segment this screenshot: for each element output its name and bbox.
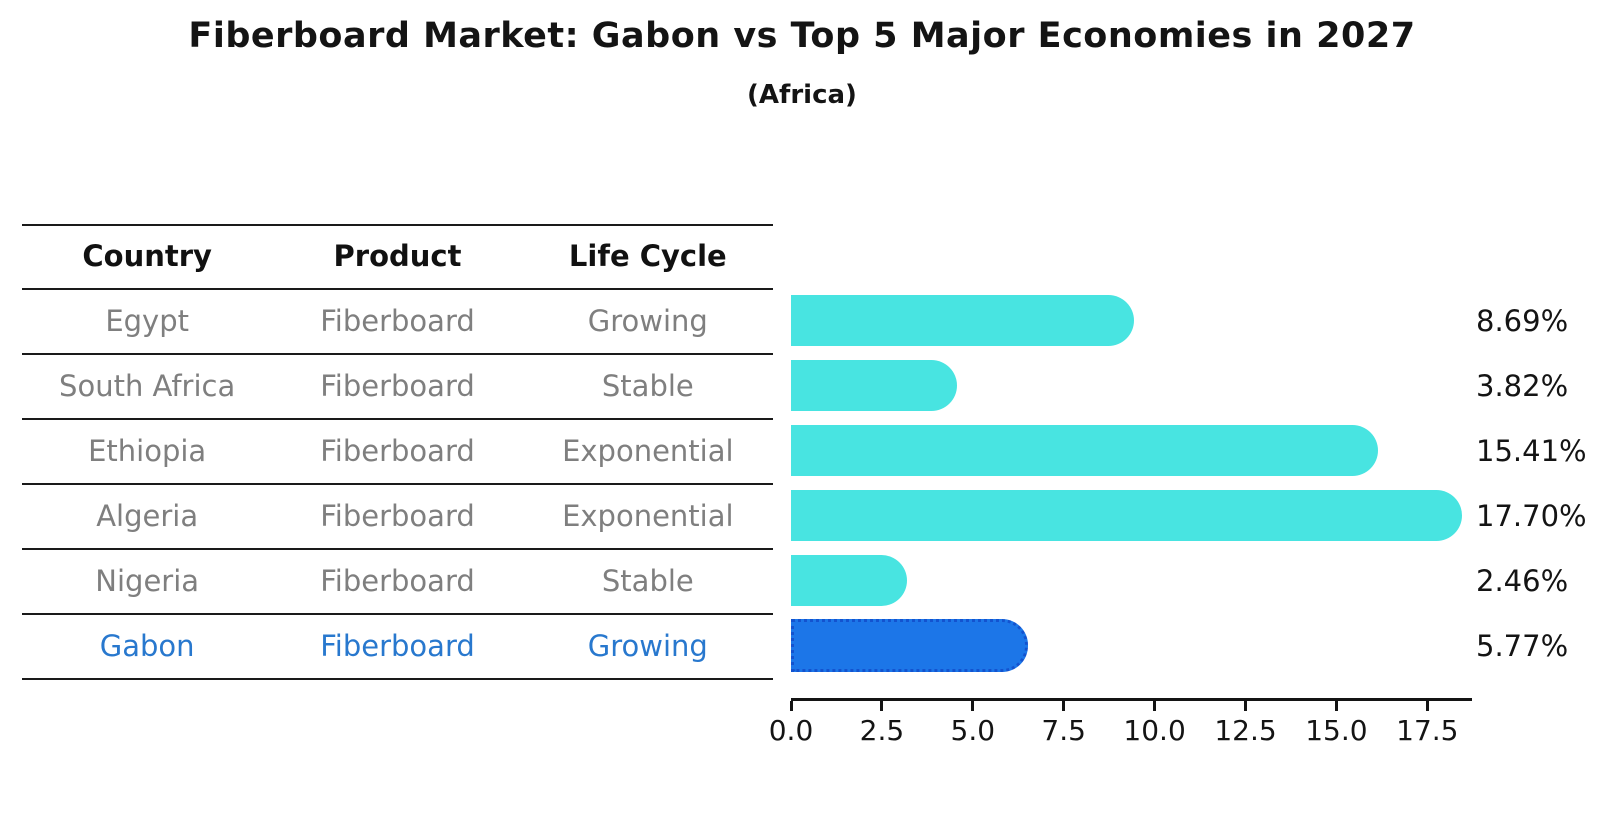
cell-country: Nigeria [95, 563, 200, 598]
x-axis-tick [1062, 701, 1066, 711]
cell-product: Fiberboard [320, 433, 475, 468]
x-axis-line [791, 698, 1472, 701]
bar-gabon [791, 619, 1028, 672]
bar-value-label: 3.82% [1476, 368, 1569, 403]
cell-country: Gabon [99, 628, 195, 663]
cell-country: Egypt [105, 303, 189, 338]
bar-value-label: 5.77% [1476, 628, 1569, 663]
header-cell-life_cycle: Life Cycle [568, 239, 727, 273]
table-row: South Africa Fiberboard Stable [22, 353, 773, 418]
bar-south-africa [791, 360, 957, 411]
cell-life_cycle: Growing [587, 303, 708, 338]
x-axis-tick [1244, 701, 1247, 711]
x-axis-tick-label: 15.0 [1305, 714, 1368, 747]
cell-product: Fiberboard [320, 628, 475, 663]
table-row: Gabon Fiberboard Growing [22, 613, 773, 678]
x-axis-tick-label: 2.5 [859, 714, 905, 747]
cell-life_cycle: Exponential [562, 433, 734, 468]
table-row: Nigeria Fiberboard Stable [22, 548, 773, 613]
table-line [22, 353, 773, 355]
cell-country: Ethiopia [88, 433, 207, 468]
table-header-row: Country Product Life Cycle [22, 224, 773, 288]
x-axis-tick-label: 12.5 [1214, 714, 1277, 747]
x-axis-tick-label: 0.0 [768, 714, 814, 747]
table-line [22, 483, 773, 485]
bar-nigeria [791, 555, 908, 606]
x-axis-tick [1334, 701, 1338, 711]
x-axis-tick-label: 10.0 [1123, 714, 1186, 747]
cell-life_cycle: Stable [601, 563, 694, 598]
table-row: Algeria Fiberboard Exponential [22, 483, 773, 548]
bar-ethiopia [791, 425, 1379, 476]
x-axis-tick-label: 17.5 [1396, 714, 1459, 747]
bar-algeria [791, 490, 1462, 541]
table-line [22, 418, 773, 420]
cell-product: Fiberboard [320, 303, 475, 338]
table-line [22, 288, 773, 290]
cell-country: Algeria [96, 498, 199, 533]
header-cell-country: Country [82, 239, 212, 273]
x-axis-tick-label: 5.0 [950, 714, 996, 747]
chart-subtitle: (Africa) [747, 80, 857, 110]
cell-product: Fiberboard [320, 498, 475, 533]
table-line [22, 613, 773, 615]
bar-value-label: 2.46% [1476, 563, 1569, 598]
bar-egypt [791, 295, 1134, 346]
header-cell-product: Product [333, 239, 462, 273]
cell-product: Fiberboard [320, 368, 475, 403]
table-line [22, 224, 773, 226]
cell-life_cycle: Exponential [562, 498, 734, 533]
cell-life_cycle: Growing [587, 628, 708, 663]
table-row: Ethiopia Fiberboard Exponential [22, 418, 773, 483]
table-row: Egypt Fiberboard Growing [22, 288, 773, 353]
x-axis-tick [1153, 701, 1157, 711]
cell-product: Fiberboard [320, 563, 475, 598]
chart-title: Fiberboard Market: Gabon vs Top 5 Major … [188, 16, 1416, 56]
table-line [22, 548, 773, 550]
bar-value-label: 15.41% [1476, 433, 1587, 468]
table-line [22, 678, 773, 680]
cell-life_cycle: Stable [601, 368, 694, 403]
x-axis-tick [789, 701, 793, 711]
cell-country: South Africa [59, 368, 236, 403]
x-axis-tick [971, 701, 975, 711]
x-axis-tick-label: 7.5 [1041, 714, 1086, 747]
bar-value-label: 17.70% [1476, 498, 1587, 533]
bar-value-label: 8.69% [1476, 303, 1569, 338]
x-axis-tick [880, 701, 884, 711]
x-axis-tick [1425, 701, 1429, 711]
